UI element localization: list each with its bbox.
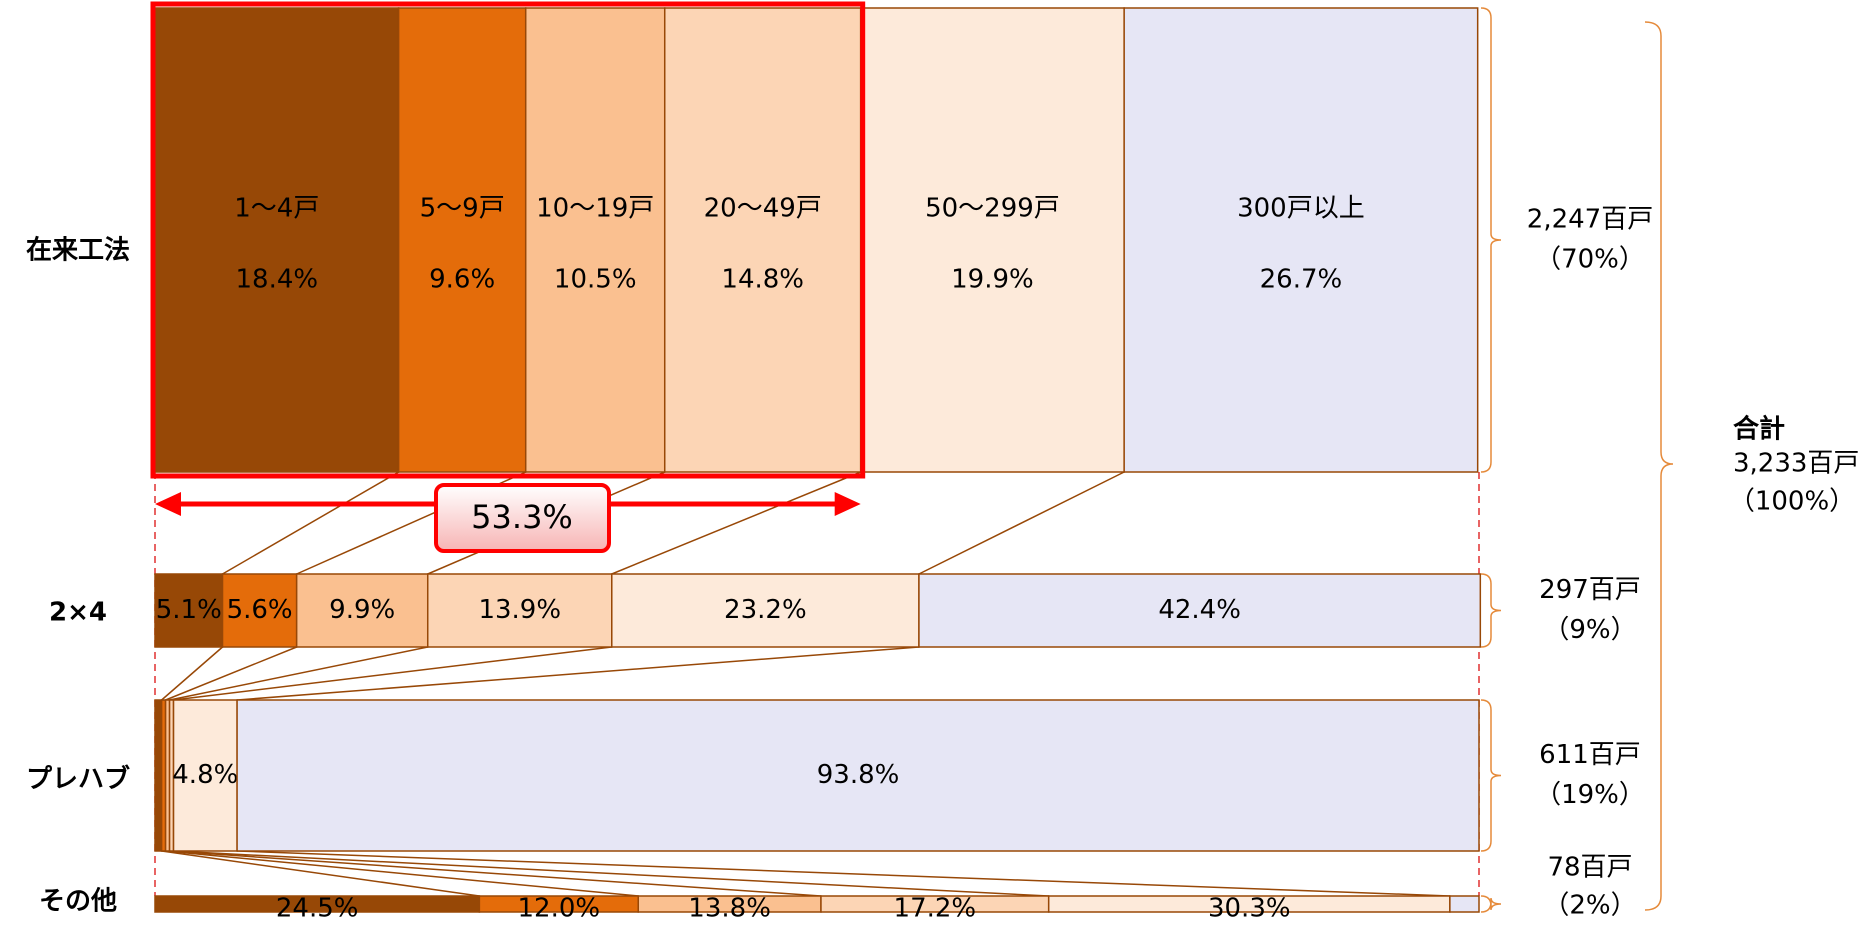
total-amount: 78百戸	[1547, 853, 1632, 883]
value-label: 13.8%	[688, 894, 771, 924]
brace	[1480, 573, 1502, 648]
highlight-box	[434, 483, 611, 553]
series-label: 20～49戸	[704, 194, 822, 224]
value-label: 30.3%	[1208, 894, 1291, 924]
value-label: 14.8%	[721, 265, 804, 295]
total-amount: 611百戸	[1539, 740, 1641, 770]
value-label: 24.5%	[276, 894, 359, 924]
connector-line	[165, 850, 639, 897]
total-share: （19%）	[1535, 780, 1645, 810]
bar-segment	[663, 7, 862, 473]
value-label: 12.0%	[518, 894, 601, 924]
brace	[1480, 699, 1502, 852]
connector-line	[161, 850, 480, 897]
bar-segment	[221, 573, 298, 648]
bar-segment	[295, 573, 429, 648]
value-label: 5.6%	[227, 595, 293, 625]
bar-segment	[1123, 7, 1479, 473]
bar-segment	[524, 7, 666, 473]
connector-line	[237, 646, 920, 701]
bar-segment	[397, 7, 527, 473]
value-label: 23.2%	[724, 595, 807, 625]
row-label: 2×4	[49, 598, 107, 628]
total-amount: 2,247百戸	[1527, 205, 1653, 235]
connector-line	[611, 471, 861, 575]
series-label: 10～19戸	[536, 194, 654, 224]
bar-segment	[154, 699, 163, 852]
brace	[1480, 7, 1502, 473]
value-label: 9.6%	[429, 265, 495, 295]
total-share: （70%）	[1535, 245, 1645, 275]
value-label: 9.9%	[329, 595, 395, 625]
value-label: 42.4%	[1158, 595, 1241, 625]
connector-line	[169, 646, 428, 701]
bar-segment	[918, 573, 1482, 648]
total-amount: 297百戸	[1539, 575, 1641, 605]
bar-segment	[859, 7, 1125, 473]
total-share: （9%）	[1543, 615, 1636, 645]
value-label: 13.9%	[478, 595, 561, 625]
arrow-head	[834, 492, 861, 516]
connector-line	[918, 471, 1125, 575]
value-label: 19.9%	[951, 265, 1034, 295]
bar-segment	[236, 699, 1480, 852]
connector-line	[165, 646, 297, 701]
series-label: 5～9戸	[420, 194, 505, 224]
bar-segment	[611, 573, 920, 648]
value-label: 5.1%	[156, 595, 222, 625]
connector-line	[222, 471, 399, 575]
highlight-label: 53.3%	[471, 498, 573, 536]
connector-line	[161, 646, 224, 701]
connector-line	[169, 850, 822, 897]
grand-total: 合計	[1733, 414, 1785, 445]
grand-total: 3,233百戸	[1733, 449, 1859, 479]
bar-segment	[1449, 895, 1480, 913]
series-label: 300戸以上	[1237, 194, 1365, 224]
row-label: プレハブ	[26, 764, 130, 795]
brace	[1644, 21, 1674, 911]
total-share: （2%）	[1543, 891, 1636, 921]
value-label: 17.2%	[894, 894, 977, 924]
arrow-head	[155, 492, 181, 516]
bar-segment	[154, 7, 400, 473]
value-label: 4.8%	[172, 760, 238, 790]
value-label: 26.7%	[1260, 265, 1343, 295]
connector-line	[237, 850, 1450, 897]
row-label: 在来工法	[26, 236, 130, 266]
value-label: 10.5%	[554, 265, 637, 295]
grand-total: （100%）	[1729, 487, 1855, 517]
highlight-frame	[150, 1, 866, 479]
series-label: 50～299戸	[925, 194, 1060, 224]
value-label: 18.4%	[236, 265, 319, 295]
value-label: 93.8%	[817, 760, 900, 790]
brace	[1480, 895, 1502, 913]
series-label: 1～4戸	[234, 194, 319, 224]
row-label: その他	[39, 887, 117, 917]
connector-line	[173, 646, 612, 701]
bar-segment	[172, 699, 238, 852]
connector-line	[173, 850, 1049, 897]
